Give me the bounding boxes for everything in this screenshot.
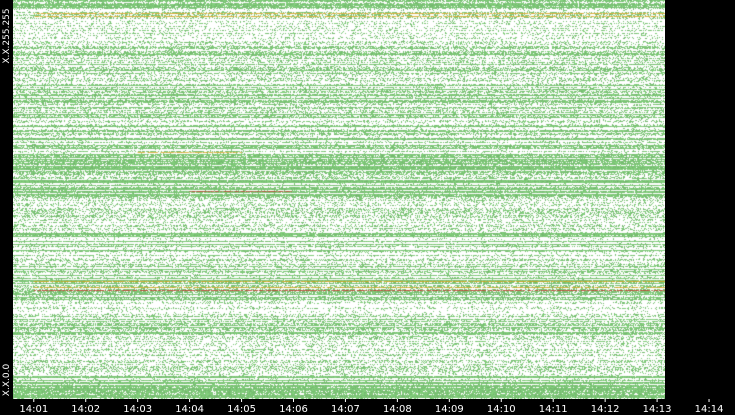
y-axis-top-label: X.X.255.255 xyxy=(1,8,12,64)
x-tick-label: 14:06 xyxy=(279,404,308,415)
x-tick-label: 14:12 xyxy=(591,404,620,415)
x-axis: 14:01 14:02 14:03 14:04 14:05 14:06 14:07 14:08… xyxy=(0,399,735,415)
x-tick-label: 14:09 xyxy=(435,404,464,415)
y-axis: X.X.255.255 X.X.0.0 xyxy=(0,0,13,415)
x-tick-label: 14:01 xyxy=(19,404,48,415)
x-tick-label: 14:07 xyxy=(331,404,360,415)
x-tick-label: 14:05 xyxy=(227,404,256,415)
x-tick-label: 14:08 xyxy=(383,404,412,415)
heatmap-canvas xyxy=(13,0,665,399)
x-tick-label: 14:04 xyxy=(175,404,204,415)
x-tick-label: 14:13 xyxy=(643,404,672,415)
x-axis-svg: 14:01 14:02 14:03 14:04 14:05 14:06 14:07 14:08… xyxy=(19,399,724,415)
x-tick-label: 14:02 xyxy=(71,404,100,415)
x-tick-label: 14:10 xyxy=(487,404,516,415)
y-axis-bottom-label: X.X.0.0 xyxy=(1,363,12,397)
x-tick-label: 14:03 xyxy=(123,404,152,415)
x-tick-label: 14:11 xyxy=(539,404,568,415)
x-tick-label: 14:14 xyxy=(695,404,724,415)
